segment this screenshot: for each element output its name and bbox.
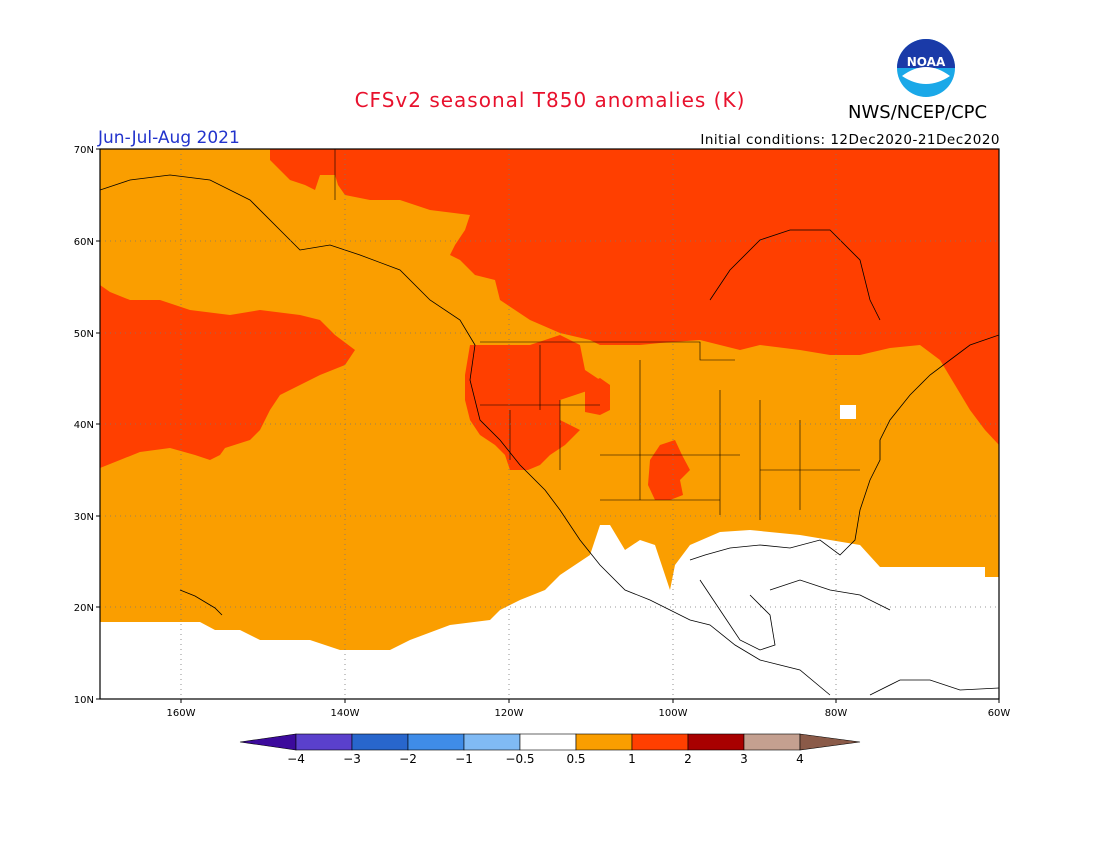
colorbar-bin-05-1 (575, 733, 633, 751)
colorbar-tick-m2: −2 (399, 752, 417, 766)
anomaly-region-1-2-north (270, 149, 999, 445)
lon-label-80w: 80W (825, 708, 848, 719)
season-label: Jun-Jul-Aug 2021 (98, 128, 240, 148)
colorbar-tick-m3: −3 (343, 752, 361, 766)
lon-label-120w: 120W (495, 708, 524, 719)
agency-label: NWS/NCEP/CPC (848, 102, 988, 123)
colorbar-tick-m1: −1 (455, 752, 473, 766)
noaa-logo: NOAA (896, 38, 956, 98)
lon-label-60w: 60W (988, 708, 1011, 719)
lat-label-50n: 50N (74, 329, 94, 340)
colorbar-bin-neutral (519, 733, 577, 751)
colorbar (239, 733, 861, 751)
lat-label-60n: 60N (74, 237, 94, 248)
colorbar-below-4 (239, 733, 297, 751)
colorbar-tick-m4: −4 (287, 752, 305, 766)
colorbar-tick-4: 4 (796, 752, 804, 766)
colorbar-tick-m05: −0.5 (505, 752, 534, 766)
colorbar-tick-3: 3 (740, 752, 748, 766)
colorbar-bin-m2-m1 (407, 733, 465, 751)
colorbar-tick-2: 2 (684, 752, 692, 766)
colorbar-bin-1-2 (631, 733, 689, 751)
anomaly-region-1-2-west (465, 335, 600, 470)
lat-label-30n: 30N (74, 512, 94, 523)
lat-label-10n: 10N (74, 695, 94, 706)
colorbar-bin-m4-m3 (295, 733, 353, 751)
lat-label-40n: 40N (74, 420, 94, 431)
anomaly-region-neutral-lakes (840, 405, 856, 419)
initial-conditions-label: Initial conditions: 12Dec2020-21Dec2020 (700, 132, 1000, 148)
axis-ticks (96, 148, 1000, 703)
lat-label-70n: 70N (74, 145, 94, 156)
colorbar-tick-1: 1 (628, 752, 636, 766)
colorbar-above-4 (799, 733, 861, 751)
lon-label-160w: 160W (167, 708, 196, 719)
graticule (100, 149, 999, 699)
state-borders (334, 149, 860, 520)
anomaly-region-1-2-rockies (585, 378, 610, 415)
anomaly-region-1-2-pacific (100, 285, 355, 468)
logo-text: NOAA (907, 55, 946, 69)
colorbar-bin-3-4 (743, 733, 801, 751)
lon-label-140w: 140W (331, 708, 360, 719)
lon-label-100w: 100W (659, 708, 688, 719)
colorbar-bin-m1-m05 (463, 733, 521, 751)
lat-label-20n: 20N (74, 603, 94, 614)
map-title: CFSv2 seasonal T850 anomalies (K) (354, 88, 746, 112)
coastlines (100, 174, 999, 696)
colorbar-tick-05: 0.5 (566, 752, 585, 766)
colorbar-bin-2-3 (687, 733, 745, 751)
colorbar-bin-m3-m2 (351, 733, 409, 751)
